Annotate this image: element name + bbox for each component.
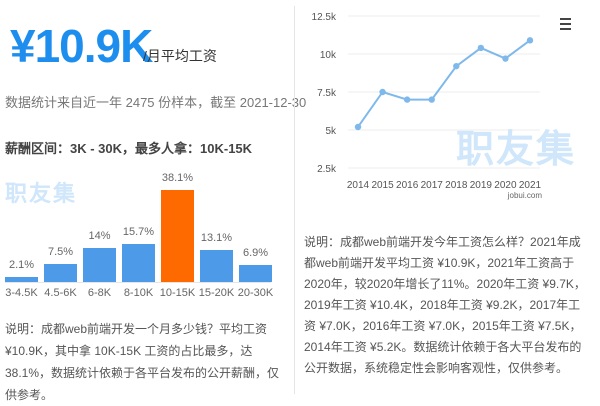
- bar-20-30K: [239, 265, 272, 282]
- x-tick-label: 2015: [371, 180, 394, 191]
- bar-value-label: 6.9%: [242, 247, 269, 260]
- x-tick-label: 2020: [494, 180, 517, 191]
- x-tick-label: 2014: [347, 180, 370, 191]
- bar-category-label: 15-20K: [198, 287, 235, 299]
- salary-distribution-panel: ¥10.9K /月平均工资 数据统计来自近一年 2475 份样本，截至 2021…: [0, 0, 306, 402]
- bar-category-label: 6-8K: [87, 287, 112, 299]
- bar-3-4.5K: [5, 276, 38, 282]
- sample-stat-text: 数据统计来自近一年 2475 份样本，截至 2021-12-30: [5, 95, 307, 110]
- x-tick-label: 2019: [470, 180, 493, 191]
- bar-value-label: 2.1%: [8, 258, 35, 271]
- salary-trend-panel: 2.5k 5k 7.5k 10k 12.5k 2014 2015 2016 2017 2018 20…: [296, 0, 600, 400]
- data-point-2020: [502, 55, 509, 62]
- data-point-2016: [403, 96, 411, 103]
- bar-category-label: 20-30K: [237, 287, 274, 299]
- source-label: jobui.com: [507, 191, 543, 200]
- watermark-logo: 职友集: [5, 181, 78, 206]
- x-tick-label: 2018: [445, 180, 468, 191]
- trend-description-text: 说明：成都web前端开发今年工资怎么样？2021年成都web前端开发平均工资 ¥…: [304, 235, 586, 375]
- salary-description-text: 说明：成都web前端开发一个月多少钱？平均工资 ¥10.9K，其中拿 10K-1…: [5, 322, 280, 402]
- bar-category-label: 4.5-6K: [44, 287, 77, 299]
- trend-line: [357, 39, 531, 128]
- y-tick-label: 2.5k: [317, 164, 337, 175]
- y-tick-label: 12.5k: [312, 12, 337, 23]
- y-tick-label: 5k: [325, 126, 337, 137]
- bar-4.5-6K: [44, 263, 77, 282]
- average-salary-value: ¥10.9K: [10, 20, 153, 72]
- hamburger-menu-icon[interactable]: [560, 18, 571, 32]
- watermark-logo: 职友集: [456, 129, 577, 171]
- bar-value-label: 13.1%: [200, 232, 233, 245]
- data-point-2021: [526, 37, 534, 44]
- bar-value-label: 14%: [88, 230, 111, 243]
- y-tick-label: 7.5k: [317, 88, 337, 99]
- x-tick-label: 2016: [396, 180, 419, 191]
- bar-10-15K: [161, 190, 194, 282]
- bar-category-label: 10-15K: [159, 287, 196, 299]
- bar-6-8K: [83, 248, 116, 282]
- bar-15-20K: [200, 250, 233, 282]
- bar-value-label: 7.5%: [47, 245, 74, 258]
- data-point-2014: [354, 123, 362, 131]
- panel-divider: [294, 6, 295, 394]
- x-tick-label: 2021: [519, 180, 542, 191]
- bar-8-10K: [122, 244, 155, 282]
- bar-value-label: 38.1%: [161, 172, 194, 184]
- data-point-2017: [428, 96, 435, 103]
- data-point-2015: [379, 88, 386, 96]
- y-tick-label: 10k: [320, 50, 337, 61]
- salary-range-text: 薪酬区间：3K - 30K，最多人拿：10K-15K: [5, 141, 253, 156]
- x-tick-label: 2017: [421, 180, 444, 191]
- salary-unit-label: /月平均工资: [143, 48, 217, 64]
- data-point-2019: [477, 44, 485, 52]
- bar-category-label: 3-4.5K: [5, 287, 38, 299]
- data-point-2018: [453, 62, 460, 70]
- bar-chart-baseline: [5, 282, 271, 283]
- bar-value-label: 15.7%: [122, 226, 155, 239]
- bar-category-label: 8-10K: [123, 287, 154, 299]
